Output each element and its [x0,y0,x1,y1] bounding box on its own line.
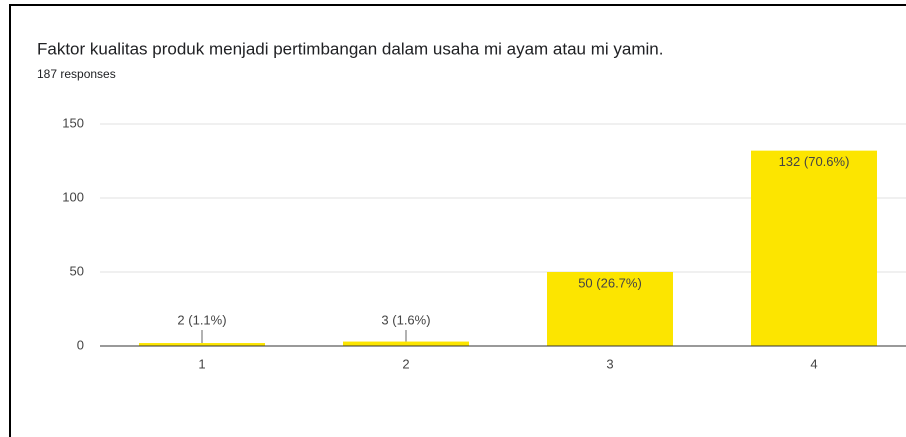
y-tick-label: 0 [77,337,84,352]
data-label: 50 (26.7%) [578,275,642,290]
chart-subtitle: 187 responses [37,67,116,81]
x-tick-label: 1 [198,356,205,371]
x-tick-label: 2 [402,356,409,371]
y-tick-label: 150 [62,115,84,130]
data-label: 3 (1.6%) [381,312,430,327]
bar [343,341,469,346]
y-tick-label: 50 [70,263,84,278]
bar [547,272,673,346]
chart-title: Faktor kualitas produk menjadi pertimban… [37,39,663,58]
bar [751,150,877,346]
x-tick-label: 4 [810,356,817,371]
data-label: 2 (1.1%) [177,312,226,327]
data-label: 132 (70.6%) [779,154,850,169]
y-tick-label: 100 [62,189,84,204]
bar [139,343,265,346]
x-tick-label: 3 [606,356,613,371]
